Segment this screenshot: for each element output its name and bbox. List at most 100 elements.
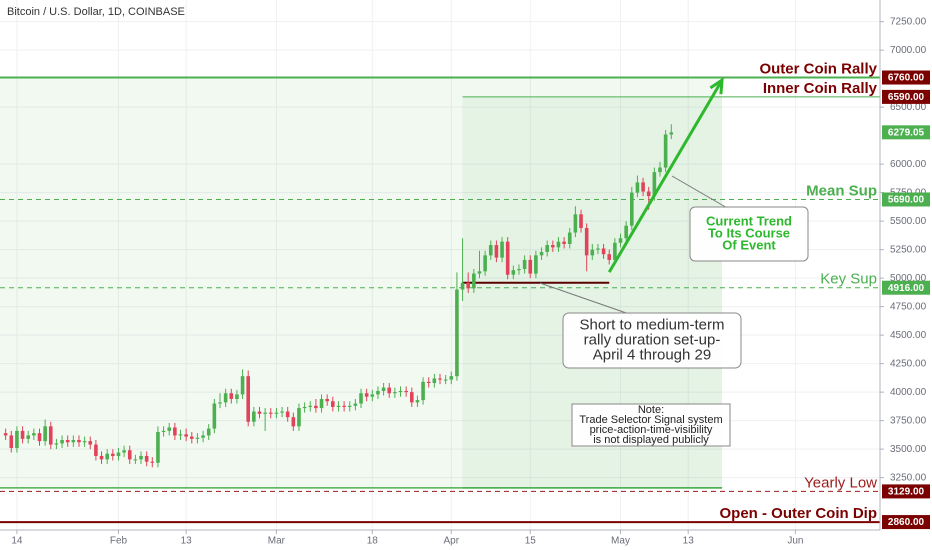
- candle-body: [308, 405, 313, 407]
- candle-body: [206, 428, 211, 436]
- candle-body: [539, 251, 544, 256]
- candle-body: [624, 225, 628, 239]
- callout-pointer: [539, 282, 633, 316]
- candle-body: [54, 443, 59, 445]
- x-tick-label: Feb: [110, 536, 128, 547]
- candle-body: [342, 405, 346, 407]
- level-label: Open - Outer Coin Dip: [720, 505, 878, 522]
- candle-body: [398, 390, 403, 393]
- candle-body: [618, 238, 623, 243]
- callout-text: Trade Selector Signal system: [579, 414, 722, 426]
- x-tick-label: 18: [367, 536, 379, 547]
- candle-body: [353, 403, 358, 406]
- callout-text: Of Event: [722, 237, 776, 252]
- candle-body: [483, 255, 487, 272]
- candle-body: [65, 440, 70, 443]
- level-label: Mean Sup: [806, 182, 877, 199]
- candle-body: [415, 400, 420, 403]
- candle-body: [556, 241, 561, 248]
- price-box-label: 6760.00: [888, 73, 925, 84]
- price-box-label: 4916.00: [888, 283, 925, 294]
- candle-body: [347, 405, 352, 407]
- callout-text: Note:: [638, 404, 664, 416]
- x-tick-label: 15: [525, 536, 537, 547]
- candle-body: [393, 392, 397, 394]
- price-box-label: 6590.00: [888, 92, 925, 103]
- candle-body: [60, 440, 64, 444]
- candle-body: [173, 427, 177, 436]
- y-tick-label: 7250.00: [890, 16, 927, 27]
- x-tick-label: 14: [11, 536, 23, 547]
- candle-body: [641, 182, 645, 192]
- candle-body: [285, 411, 290, 418]
- candle-body: [629, 192, 634, 226]
- candle-body: [263, 412, 267, 414]
- candle-body: [15, 430, 19, 448]
- candle-body: [438, 378, 442, 380]
- candle-body: [167, 427, 172, 431]
- candle-body: [409, 392, 414, 403]
- candle-body: [94, 444, 98, 456]
- candle-body: [364, 393, 369, 397]
- y-tick-label: 7000.00: [890, 45, 927, 56]
- candle-body: [443, 379, 448, 381]
- callout-text: Short to medium-term: [579, 316, 724, 333]
- candle-body: [291, 417, 296, 427]
- candle-body: [144, 455, 149, 462]
- candle-body: [20, 430, 25, 439]
- candle-body: [477, 271, 482, 274]
- price-box: [882, 89, 930, 104]
- candle-body: [268, 412, 273, 414]
- price-box: [882, 125, 930, 140]
- candle-body: [505, 241, 510, 275]
- candle-body: [522, 259, 527, 270]
- y-tick-label: 3500.00: [890, 444, 927, 455]
- candle-body: [658, 167, 662, 173]
- candle-body: [370, 394, 375, 397]
- candle-body: [274, 412, 279, 414]
- level-label: Yearly Low: [804, 474, 877, 491]
- callout-text: rally duration set-up-: [584, 331, 721, 348]
- callout-text: price-action-time-visibility: [590, 424, 713, 436]
- candle-body: [184, 434, 188, 437]
- x-tick-label: Apr: [444, 536, 460, 547]
- callout-text: April 4 through 29: [593, 346, 711, 363]
- trend-arrow: [607, 79, 724, 273]
- level-label: Inner Coin Rally: [763, 80, 878, 97]
- callout-pointer: [671, 175, 730, 210]
- callout-text: is not displayed publicly: [593, 434, 709, 446]
- candle-body: [178, 434, 183, 436]
- candle-body: [534, 255, 538, 274]
- candle-body: [336, 405, 341, 407]
- price-box: [882, 192, 930, 207]
- candle-body: [528, 259, 533, 274]
- candle-body: [314, 405, 318, 409]
- candle-body: [9, 435, 14, 448]
- candle-body: [472, 273, 476, 289]
- candle-body: [488, 245, 493, 256]
- candle-body: [376, 390, 380, 395]
- candle-body: [584, 227, 589, 256]
- candle-body: [646, 191, 651, 197]
- candle-body: [82, 441, 87, 443]
- candle-body: [235, 394, 239, 399]
- x-tick-label: 13: [683, 536, 695, 547]
- candle-body: [573, 214, 578, 233]
- candle-body: [652, 172, 657, 197]
- candle-body: [545, 245, 549, 252]
- level-label: Key Sup: [820, 271, 877, 288]
- price-box: [882, 280, 930, 295]
- x-tick-label: 13: [181, 536, 193, 547]
- candle-body: [404, 390, 408, 393]
- candle-body: [88, 441, 93, 445]
- candle-body: [669, 132, 674, 135]
- candle-body: [161, 430, 166, 433]
- callout-text: Current Trend: [706, 213, 792, 228]
- candle-body: [116, 452, 121, 456]
- price-box: [882, 484, 930, 499]
- candle-body: [590, 249, 595, 256]
- y-tick-label: 4750.00: [890, 301, 927, 312]
- candle-body: [579, 214, 583, 228]
- candle-body: [421, 381, 425, 401]
